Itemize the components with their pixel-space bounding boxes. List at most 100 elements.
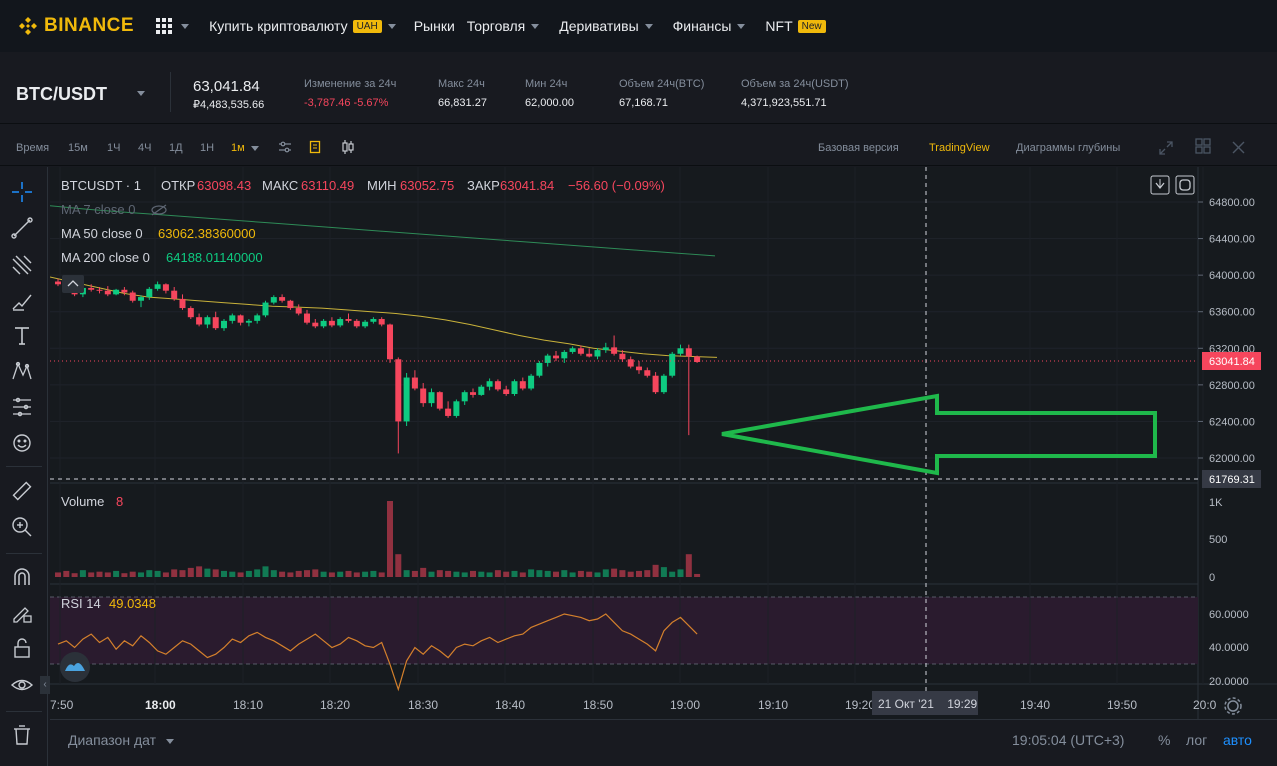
- volume-bar: [627, 571, 634, 577]
- candle: [511, 381, 518, 394]
- view-tradingview[interactable]: TradingView: [929, 142, 990, 154]
- scroll-to-bottom-button[interactable]: [1150, 175, 1170, 195]
- candle: [262, 302, 269, 316]
- auto-scale-toggle[interactable]: авто: [1223, 732, 1252, 748]
- volume-bar: [553, 571, 559, 577]
- trash-icon[interactable]: [10, 723, 34, 747]
- date-range-button[interactable]: Диапазон дат: [68, 732, 174, 748]
- volume-bar: [470, 570, 476, 577]
- interval-1m-active[interactable]: 1м: [231, 142, 259, 154]
- collapse-toolbar-toggle[interactable]: ‹: [40, 676, 50, 694]
- volume-bar: [694, 573, 701, 577]
- candle: [96, 289, 103, 291]
- volume-bar: [685, 554, 692, 577]
- candle: [611, 347, 618, 354]
- ma200-label: MA 200 close 0: [61, 250, 150, 265]
- candlestick-icon[interactable]: [341, 139, 355, 155]
- time-tick-label: 18:10: [233, 698, 263, 712]
- nav-item-markets[interactable]: Рынки: [414, 18, 455, 34]
- prediction-tool-icon[interactable]: [10, 395, 34, 419]
- candle: [586, 353, 593, 357]
- collapse-legend-button[interactable]: [62, 275, 84, 293]
- volume-bar: [519, 572, 526, 577]
- volume-bar: [586, 571, 593, 577]
- candle: [644, 370, 651, 376]
- rsi-tick-label: 60.0000: [1209, 609, 1249, 621]
- volume-bar: [362, 571, 369, 577]
- close-icon[interactable]: [1232, 141, 1245, 154]
- interval-15m[interactable]: 15м: [68, 142, 88, 154]
- brush-icon[interactable]: [10, 289, 34, 313]
- candle: [353, 320, 360, 327]
- tradingview-logo[interactable]: [60, 652, 90, 682]
- clock-timezone[interactable]: 19:05:04 (UTC+3): [1012, 732, 1125, 748]
- pair-chevron-down-icon[interactable]: [137, 91, 145, 96]
- chart-type-icon[interactable]: [309, 140, 321, 154]
- lock-drawing-pencil-icon[interactable]: [10, 601, 34, 625]
- volume-bar: [353, 572, 360, 577]
- fib-tools-icon[interactable]: [10, 253, 34, 277]
- chart-bottom-bar: Диапазон дат 19:05:04 (UTC+3) % лог авто: [50, 719, 1277, 766]
- chart-settings-gear-icon[interactable]: [1224, 697, 1242, 715]
- price-tick-label: 64800.00: [1209, 197, 1255, 209]
- candle: [295, 308, 302, 314]
- nav-item-nft[interactable]: NFT New: [765, 18, 826, 34]
- candle: [594, 350, 601, 357]
- nav-item-buy-crypto[interactable]: Купить криптовалюту UAH: [209, 18, 396, 34]
- text-tool-icon[interactable]: [10, 324, 34, 348]
- nav-item-label: Деривативы: [559, 18, 639, 34]
- ma7-label: MA 7 close 0: [61, 202, 135, 217]
- interval-1w[interactable]: 1Н: [200, 142, 215, 154]
- price-chart[interactable]: BTCUSDT · 1 ОТКР 63098.43 МАКС 63110.49 …: [49, 167, 1277, 719]
- eye-icon[interactable]: [10, 673, 34, 697]
- volume-bar: [312, 569, 319, 577]
- nav-item-finance[interactable]: Финансы: [673, 18, 746, 34]
- price-axis[interactable]: 64800.0064400.0064000.0063600.0063200.00…: [1198, 197, 1255, 688]
- layout-grid-icon[interactable]: [1195, 138, 1211, 154]
- trading-pair-selector[interactable]: BTC/USDT: [16, 84, 107, 104]
- interval-1h[interactable]: 1Ч: [107, 142, 121, 154]
- candle: [519, 381, 526, 389]
- candle: [553, 355, 559, 359]
- chevron-down-icon: [387, 23, 396, 29]
- ruler-icon[interactable]: [10, 479, 34, 503]
- candle: [494, 381, 501, 390]
- refresh-chart-button[interactable]: [1175, 175, 1195, 195]
- indicator-settings-icon[interactable]: [278, 141, 292, 153]
- magnet-icon[interactable]: [10, 565, 34, 589]
- interval-4h[interactable]: 4Ч: [138, 142, 152, 154]
- volume-bar: [187, 567, 194, 577]
- interval-1d[interactable]: 1Д: [169, 142, 183, 154]
- zoom-in-icon[interactable]: [10, 515, 34, 539]
- view-basic[interactable]: Базовая версия: [818, 142, 899, 154]
- percent-scale-toggle[interactable]: %: [1158, 732, 1171, 748]
- lock-icon[interactable]: [10, 636, 34, 660]
- log-scale-toggle[interactable]: лог: [1186, 732, 1208, 748]
- apps-chevron-down-icon[interactable]: [181, 23, 190, 29]
- time-axis[interactable]: 7:50 18:00 18:10 18:20 18:30 18:40 18:50 19:00 1…: [50, 698, 1217, 712]
- candle: [470, 392, 476, 395]
- time-tick-label: 19:40: [1020, 698, 1050, 712]
- candle: [88, 287, 95, 290]
- emoji-icon[interactable]: [10, 431, 34, 455]
- volume-bar: [55, 572, 61, 577]
- stat-label: Изменение за 24ч: [304, 78, 397, 90]
- apps-grid-icon[interactable]: [156, 18, 173, 34]
- chart-canvas[interactable]: BTCUSDT · 1 ОТКР 63098.43 МАКС 63110.49 …: [49, 167, 1277, 719]
- nav-item-trade[interactable]: Торговля: [467, 18, 540, 34]
- ma50-value: 63062.38360000: [158, 226, 256, 241]
- time-tick-label: 7:50: [50, 698, 74, 712]
- binance-logo[interactable]: BINANCE: [18, 15, 134, 37]
- crosshair-icon[interactable]: [10, 180, 34, 204]
- candle: [503, 389, 510, 394]
- expand-icon[interactable]: [1158, 140, 1174, 156]
- view-depth-chart[interactable]: Диаграммы глубины: [1016, 142, 1121, 154]
- volume-bar: [528, 569, 535, 577]
- nav-item-derivatives[interactable]: Деривативы: [559, 18, 653, 34]
- pattern-tool-icon[interactable]: [10, 359, 34, 383]
- trend-line-icon[interactable]: [10, 216, 34, 240]
- chevron-down-icon: [531, 23, 540, 29]
- candle: [154, 284, 161, 289]
- eye-slash-icon[interactable]: [151, 204, 167, 216]
- candle: [229, 315, 236, 321]
